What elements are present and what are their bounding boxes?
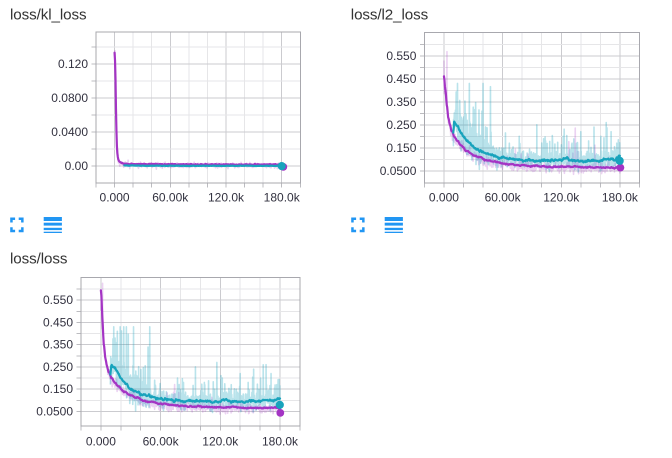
svg-text:0.0400: 0.0400 — [51, 125, 88, 139]
svg-text:60.00k: 60.00k — [143, 435, 180, 449]
svg-text:60.00k: 60.00k — [485, 191, 522, 205]
svg-text:0.550: 0.550 — [386, 49, 416, 63]
svg-text:0.150: 0.150 — [386, 141, 416, 155]
svg-text:loss/l2_loss: loss/l2_loss — [351, 6, 429, 23]
svg-text:0.250: 0.250 — [43, 360, 73, 374]
svg-text:0.350: 0.350 — [43, 338, 73, 352]
svg-text:0.120: 0.120 — [58, 57, 88, 71]
svg-text:loss/kl_loss: loss/kl_loss — [10, 6, 87, 23]
svg-text:0.150: 0.150 — [43, 382, 73, 396]
svg-text:180.0k: 180.0k — [262, 435, 299, 449]
svg-text:0.350: 0.350 — [386, 95, 416, 109]
svg-text:60.00k: 60.00k — [152, 191, 189, 205]
svg-text:120.0k: 120.0k — [208, 191, 245, 205]
svg-text:120.0k: 120.0k — [202, 435, 239, 449]
svg-text:0.550: 0.550 — [43, 293, 73, 307]
svg-text:0.250: 0.250 — [386, 118, 416, 132]
svg-text:0.000: 0.000 — [100, 191, 130, 205]
svg-text:0.450: 0.450 — [43, 315, 73, 329]
svg-text:0.000: 0.000 — [429, 191, 459, 205]
svg-text:0.0500: 0.0500 — [380, 164, 417, 178]
svg-text:0.000: 0.000 — [86, 435, 116, 449]
svg-text:180.0k: 180.0k — [602, 191, 639, 205]
svg-text:0.00: 0.00 — [65, 159, 89, 173]
svg-text:loss/loss: loss/loss — [10, 250, 68, 267]
svg-text:180.0k: 180.0k — [264, 191, 301, 205]
svg-text:0.0500: 0.0500 — [36, 404, 73, 418]
svg-text:0.450: 0.450 — [386, 72, 416, 86]
svg-text:0.0800: 0.0800 — [51, 91, 88, 105]
svg-text:120.0k: 120.0k — [543, 191, 580, 205]
